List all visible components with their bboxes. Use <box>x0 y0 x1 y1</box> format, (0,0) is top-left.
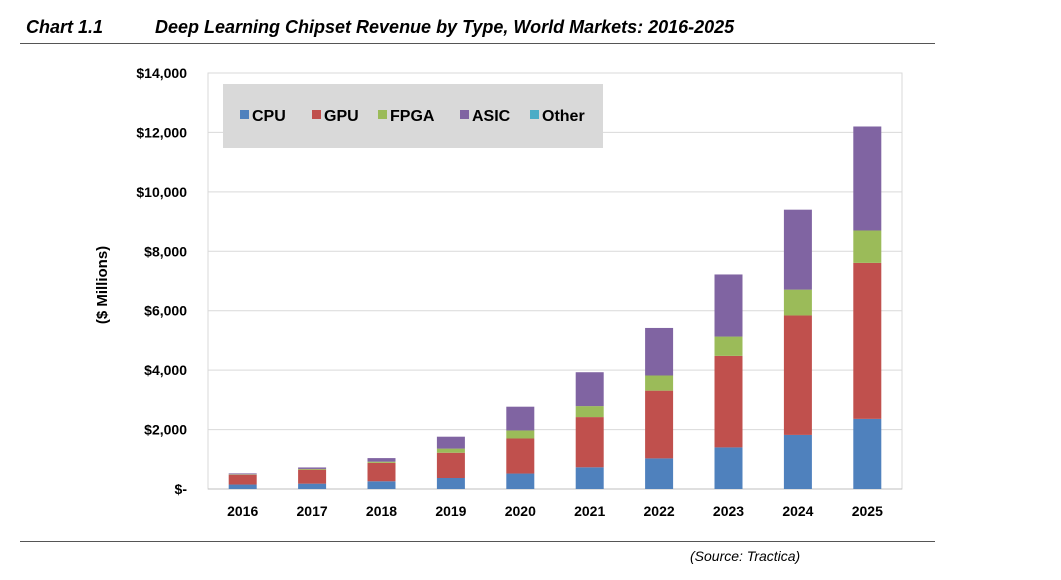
x-tick-label: 2016 <box>227 503 258 519</box>
y-tick-label: $- <box>175 481 188 497</box>
legend-box <box>223 84 603 148</box>
x-tick-label: 2022 <box>644 503 675 519</box>
legend-label-other: Other <box>542 108 585 125</box>
legend-swatch-cpu <box>240 110 249 119</box>
bar-segment-asic <box>506 406 535 431</box>
bar-segment-fpga <box>506 430 535 439</box>
y-tick-label: $6,000 <box>144 303 187 319</box>
x-tick-label: 2025 <box>852 503 883 519</box>
x-tick-label: 2018 <box>366 503 397 519</box>
bar-segment-cpu <box>853 418 882 489</box>
y-axis-label: ($ Millions) <box>94 246 111 324</box>
bar-segment-fpga <box>575 406 604 418</box>
bar-segment-cpu <box>645 458 674 489</box>
source-note: (Source: Tractica) <box>690 548 801 564</box>
legend-label-cpu: CPU <box>252 108 286 125</box>
legend: CPU GPU FPGA ASIC Other <box>223 84 603 148</box>
bar-segment-fpga <box>298 468 327 470</box>
legend-swatch-gpu <box>312 110 321 119</box>
top-divider <box>20 43 935 44</box>
legend-label-gpu: GPU <box>324 108 359 125</box>
bar-segment-cpu <box>714 447 743 489</box>
bar-segment-cpu <box>575 467 604 489</box>
bar-segment-cpu <box>228 484 257 489</box>
bar-segment-gpu <box>367 462 396 482</box>
bar-segment-cpu <box>298 483 327 489</box>
bar-segment-asic <box>436 436 465 449</box>
bar-segment-cpu <box>436 478 465 489</box>
y-axis-ticks: $- $2,000 $4,000 $6,000 $8,000 $10,000 $12,000… <box>136 65 187 497</box>
x-tick-label: 2024 <box>782 503 813 519</box>
bar-segment-asic <box>645 327 674 376</box>
bar-segment-gpu <box>645 390 674 459</box>
legend-swatch-fpga <box>378 110 387 119</box>
legend-swatch-other <box>530 110 539 119</box>
bar-segment-gpu <box>783 315 812 435</box>
y-tick-label: $14,000 <box>136 65 187 81</box>
bar-segment-asic <box>714 274 743 337</box>
bar-segment-fpga <box>436 448 465 453</box>
chart-number: Chart 1.1 <box>26 17 104 37</box>
y-tick-label: $4,000 <box>144 362 187 378</box>
bar-segment-asic <box>228 473 257 475</box>
bars <box>228 126 882 489</box>
y-tick-label: $2,000 <box>144 422 187 438</box>
bar-segment-gpu <box>436 452 465 479</box>
bar-segment-asic <box>853 126 882 231</box>
x-axis-ticks: 2016 2017 2018 2019 2020 2021 2022 2023 2024 2025 <box>227 503 883 519</box>
bar-segment-fpga <box>783 289 812 316</box>
bar-segment-gpu <box>853 262 882 419</box>
x-tick-label: 2017 <box>297 503 328 519</box>
y-tick-label: $10,000 <box>136 184 187 200</box>
legend-label-asic: ASIC <box>472 108 511 125</box>
legend-label-fpga: FPGA <box>390 108 435 125</box>
x-tick-label: 2020 <box>505 503 536 519</box>
bottom-divider <box>20 541 935 542</box>
bar-segment-asic <box>298 467 327 469</box>
bar-segment-fpga <box>714 336 743 356</box>
chart-title: Deep Learning Chipset Revenue by Type, W… <box>155 17 735 37</box>
y-tick-label: $12,000 <box>136 124 187 140</box>
bar-segment-asic <box>783 209 812 290</box>
legend-swatch-asic <box>460 110 469 119</box>
bar-segment-gpu <box>575 417 604 468</box>
bar-segment-gpu <box>506 438 535 474</box>
bar-segment-fpga <box>645 375 674 391</box>
bar-segment-cpu <box>783 434 812 489</box>
x-tick-label: 2021 <box>574 503 605 519</box>
y-tick-label: $8,000 <box>144 243 187 259</box>
bar-segment-asic <box>575 372 604 407</box>
bar-segment-cpu <box>367 481 396 489</box>
bar-segment-gpu <box>298 469 327 484</box>
bar-segment-asic <box>367 458 396 462</box>
bar-segment-gpu <box>714 355 743 448</box>
x-tick-label: 2023 <box>713 503 744 519</box>
x-tick-label: 2019 <box>435 503 466 519</box>
bar-segment-fpga <box>853 230 882 263</box>
bar-segment-fpga <box>367 461 396 463</box>
bar-segment-cpu <box>506 473 535 489</box>
bar-segment-gpu <box>228 474 257 485</box>
